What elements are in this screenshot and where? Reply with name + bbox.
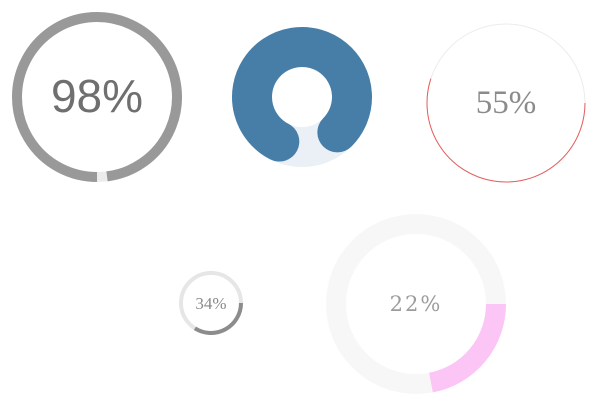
gauge-label: 34% (195, 294, 226, 313)
gauge-label: 98% (51, 70, 143, 122)
progress-gauge-34: 34% (179, 271, 243, 335)
gauge-fill (426, 78, 586, 183)
progress-gauge-55: 55% (426, 23, 586, 183)
progress-gauge-98: 98% (12, 12, 182, 182)
progress-gauge-22: 22% (326, 214, 506, 394)
gauge-fill (232, 27, 372, 162)
gauge-label: 22% (390, 292, 443, 316)
gauge-label: 55% (476, 85, 537, 121)
progress-gauge-donut (232, 27, 372, 167)
gauge-fill (12, 12, 182, 182)
gauge-fill (193, 302, 243, 335)
gauge-fill (428, 303, 506, 393)
